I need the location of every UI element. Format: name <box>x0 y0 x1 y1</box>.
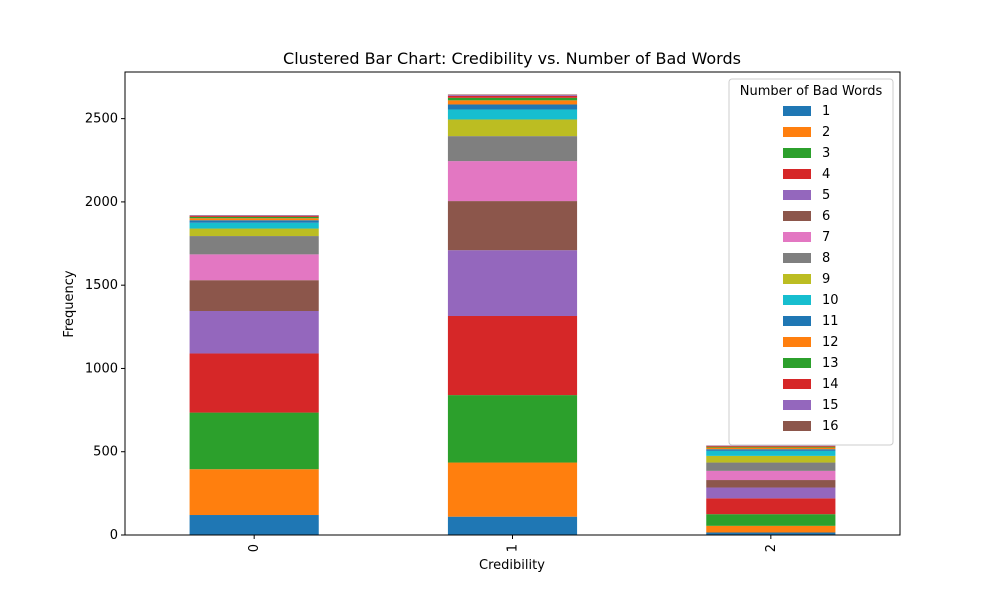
bar-segment <box>448 100 577 104</box>
x-axis-label: Credibility <box>479 558 545 573</box>
bar-segment <box>706 526 835 533</box>
bar-segment <box>706 463 835 471</box>
bar-segment <box>448 316 577 395</box>
bar-segment <box>706 449 835 451</box>
legend-entry: 14 <box>822 377 839 392</box>
bar-segment <box>706 451 835 456</box>
bar-segment <box>448 104 577 109</box>
legend-entry: 3 <box>822 146 830 161</box>
legend-swatch <box>783 169 811 179</box>
y-tick-label: 0 <box>110 528 118 543</box>
legend-entry: 6 <box>822 209 830 224</box>
bar-segment <box>190 254 319 280</box>
x-tick-label: 0 <box>247 544 262 552</box>
bar-segment <box>448 395 577 462</box>
legend-swatch <box>783 316 811 326</box>
bar-segment <box>448 119 577 136</box>
legend-swatch <box>783 211 811 221</box>
legend-entry: 10 <box>822 293 839 308</box>
legend-entry: 8 <box>822 251 830 266</box>
bar-segment <box>706 514 835 526</box>
legend-swatch <box>783 148 811 158</box>
bar-segment <box>448 109 577 119</box>
legend-entry: 4 <box>822 167 830 182</box>
legend-entry: 16 <box>822 419 839 434</box>
legend-swatch <box>783 106 811 116</box>
legend-entry: 12 <box>822 335 839 350</box>
legend-swatch <box>783 127 811 137</box>
legend-entry: 15 <box>822 398 839 413</box>
legend-swatch <box>783 295 811 305</box>
legend-entry: 2 <box>822 125 830 140</box>
bar-segment <box>190 218 319 220</box>
legend-swatch <box>783 358 811 368</box>
bar-segment <box>448 98 577 100</box>
bar-segment <box>706 471 835 480</box>
bar-segment <box>448 201 577 250</box>
legend-swatch <box>783 253 811 263</box>
legend-entry: 13 <box>822 356 839 371</box>
bar-segment <box>190 413 319 470</box>
legend-title: Number of Bad Words <box>740 84 883 99</box>
bar-segment <box>706 456 835 463</box>
bar-segment <box>190 217 319 218</box>
bar-segment <box>190 280 319 311</box>
bar-segment <box>190 223 319 229</box>
x-tick-label: 1 <box>506 544 521 552</box>
bar-segment <box>190 229 319 236</box>
bar-segment <box>448 463 577 517</box>
y-axis-label: Frequency <box>62 270 77 337</box>
bar-segment <box>190 469 319 515</box>
legend-entry: 9 <box>822 272 830 287</box>
y-tick-label: 2000 <box>85 195 118 210</box>
y-tick-label: 500 <box>93 445 118 460</box>
bar-segment <box>190 220 319 222</box>
bar-segment <box>706 447 835 448</box>
legend-entry: 7 <box>822 230 830 245</box>
legend-swatch <box>783 232 811 242</box>
bar-segment <box>448 517 577 535</box>
legend-swatch <box>783 421 811 431</box>
legend-entry: 1 <box>822 104 830 119</box>
bar-segment <box>448 250 577 316</box>
bar-segment <box>706 448 835 450</box>
bar-segment <box>706 446 835 447</box>
bar-segment <box>190 311 319 353</box>
legend-swatch <box>783 337 811 347</box>
y-tick-label: 2500 <box>85 112 118 127</box>
legend: Number of Bad Words123456789101112131415… <box>729 79 893 445</box>
bar-segment <box>190 515 319 535</box>
bar-segment <box>706 488 835 499</box>
bar-segment <box>190 353 319 412</box>
bar-segment <box>706 498 835 514</box>
legend-entry: 11 <box>822 314 839 329</box>
y-tick-label: 1000 <box>85 361 118 376</box>
x-tick-label: 2 <box>764 544 779 552</box>
bar-segment <box>190 236 319 254</box>
legend-swatch <box>783 400 811 410</box>
bar-segment <box>448 96 577 98</box>
bar-segment <box>448 136 577 161</box>
y-tick-label: 1500 <box>85 278 118 293</box>
bar-segment <box>190 216 319 217</box>
legend-entry: 5 <box>822 188 830 203</box>
bar-segment <box>706 480 835 487</box>
bar-segment <box>448 95 577 96</box>
bar-segment <box>448 161 577 201</box>
legend-swatch <box>783 379 811 389</box>
chart-title: Clustered Bar Chart: Credibility vs. Num… <box>283 49 741 68</box>
legend-swatch <box>783 190 811 200</box>
legend-swatch <box>783 274 811 284</box>
